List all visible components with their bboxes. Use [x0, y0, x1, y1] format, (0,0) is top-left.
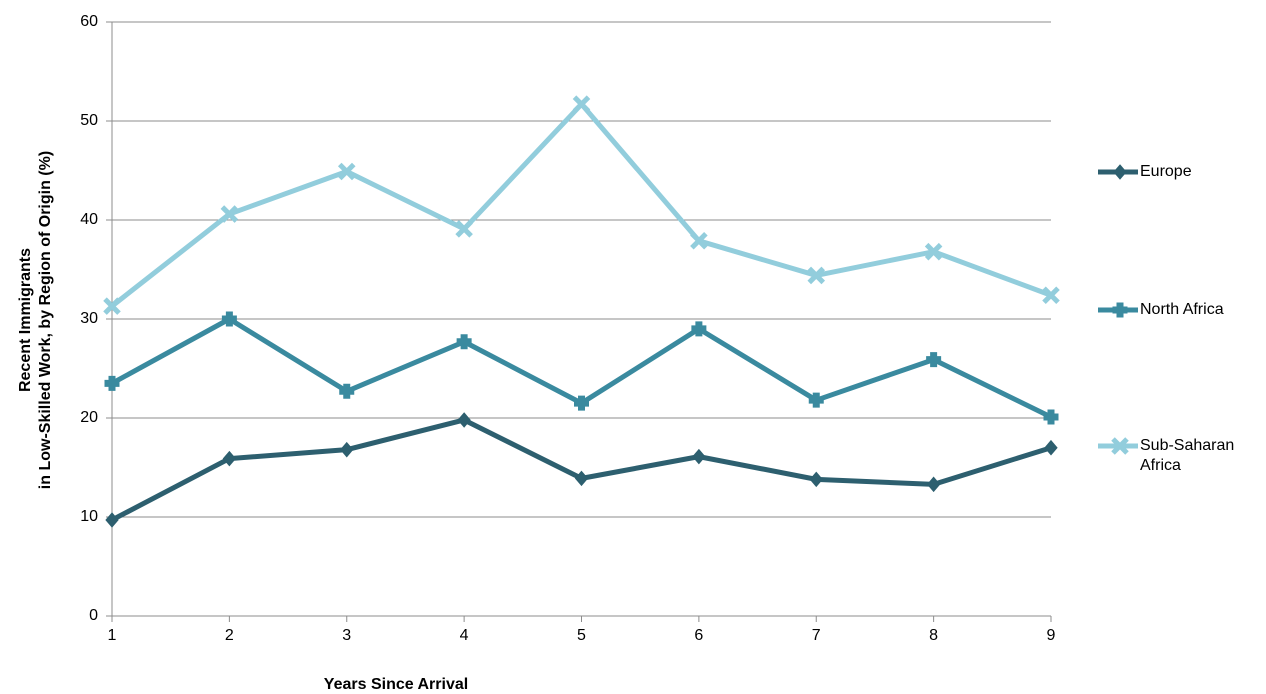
- legend-item: North Africa: [1096, 300, 1240, 320]
- x-tick-label: 1: [108, 627, 117, 644]
- marker: [1112, 302, 1128, 318]
- marker: [340, 441, 354, 458]
- x-tick-label: 7: [812, 627, 821, 644]
- marker: [1113, 164, 1127, 180]
- y-tick-label: 0: [89, 607, 98, 624]
- series-line: [110, 417, 1052, 523]
- series: [103, 95, 1060, 315]
- marker: [105, 512, 119, 528]
- y-tick-label: 10: [80, 508, 98, 525]
- series: [105, 412, 1058, 528]
- series-line: [110, 101, 1052, 309]
- x-tick-label: 8: [929, 627, 938, 644]
- marker: [337, 162, 356, 181]
- marker: [339, 383, 355, 399]
- marker: [926, 476, 941, 493]
- marker: [926, 352, 942, 368]
- marker: [924, 242, 943, 261]
- marker: [1043, 409, 1059, 425]
- y-tick-label: 40: [80, 211, 98, 228]
- marker: [456, 334, 472, 350]
- y-tick-label: 20: [80, 409, 98, 426]
- y-axis-title: Recent Immigrants in Low-Skilled Work, b…: [17, 151, 54, 489]
- y-tick-label: 50: [80, 112, 98, 129]
- marker: [457, 412, 471, 428]
- marker: [104, 375, 120, 391]
- marker: [691, 321, 707, 337]
- legend-swatch: [1098, 437, 1138, 455]
- marker: [574, 470, 589, 487]
- marker: [221, 311, 237, 327]
- marker: [574, 395, 589, 411]
- x-tick-label: 6: [694, 627, 703, 644]
- legend-item: Europe: [1096, 162, 1240, 182]
- marker: [1044, 439, 1058, 456]
- legend-item: Sub-Saharan Africa: [1096, 436, 1240, 476]
- marker: [1042, 286, 1060, 305]
- x-tick-label: 9: [1047, 627, 1056, 644]
- x-tick-label: 5: [577, 627, 586, 644]
- x-tick-label: 4: [460, 627, 469, 644]
- y-tick-label: 30: [80, 310, 98, 327]
- marker: [807, 266, 826, 285]
- x-tick-label: 2: [225, 627, 234, 644]
- series: [104, 311, 1059, 425]
- y-tick-label: 60: [80, 13, 98, 30]
- marker: [220, 205, 239, 223]
- marker: [1111, 437, 1129, 455]
- marker: [809, 471, 823, 488]
- y-axis-title-line: in Low-Skilled Work, by Region of Origin…: [37, 151, 54, 489]
- marker: [692, 448, 706, 465]
- legend-label: North Africa: [1140, 301, 1224, 318]
- marker: [572, 95, 591, 113]
- marker: [690, 232, 708, 250]
- y-axis-title-line: Recent Immigrants: [17, 248, 34, 392]
- marker: [222, 450, 237, 467]
- marker: [103, 297, 121, 315]
- legend-label: Europe: [1140, 163, 1192, 180]
- x-axis-title: Years Since Arrival: [324, 676, 468, 693]
- marker: [455, 220, 473, 238]
- legend-label: Sub-Saharan Africa: [1140, 437, 1235, 474]
- marker: [808, 392, 824, 408]
- x-tick-label: 3: [342, 627, 351, 644]
- legend-swatch: [1098, 164, 1138, 180]
- legend-swatch: [1098, 302, 1138, 318]
